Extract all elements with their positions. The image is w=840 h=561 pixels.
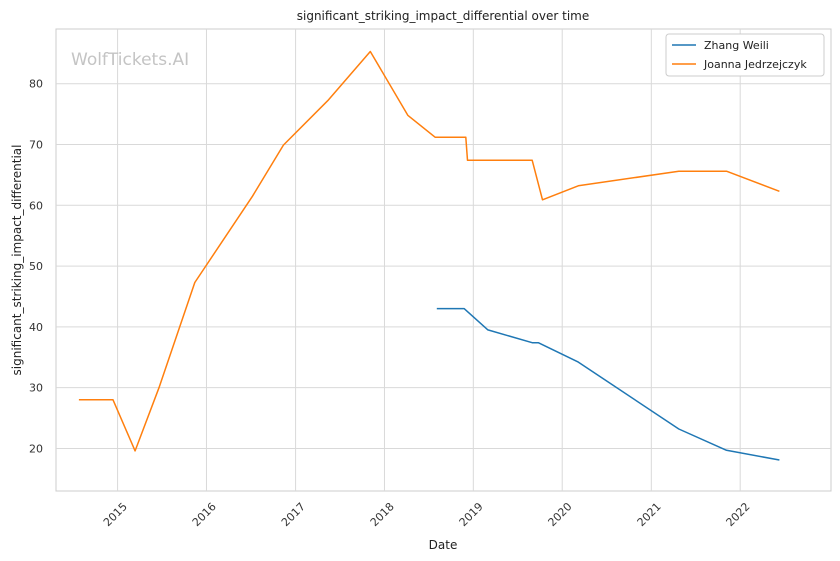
x-tick-label: 2015: [101, 500, 130, 529]
y-axis-label: significant_striking_impact_differential: [10, 145, 24, 376]
y-tick-label: 20: [29, 442, 43, 455]
y-tick-label: 70: [29, 139, 43, 152]
y-tick-label: 50: [29, 260, 43, 273]
x-tick-label: 2018: [368, 500, 397, 529]
x-tick-label: 2016: [190, 500, 219, 529]
legend-label: Joanna Jedrzejczyk: [703, 58, 807, 71]
y-tick-label: 40: [29, 321, 43, 334]
watermark: WolfTickets.AI: [71, 50, 189, 70]
series-line-1: [78, 50, 780, 452]
y-tick-label: 60: [29, 199, 43, 212]
x-tick-label: 2021: [635, 500, 664, 529]
x-tick-label: 2022: [724, 500, 753, 529]
chart-title: significant_striking_impact_differential…: [297, 9, 589, 23]
y-tick-label: 80: [29, 78, 43, 91]
series-line-0: [436, 307, 780, 461]
y-axis-ticks: 20 30 40 50 60 70 80: [29, 78, 43, 456]
grid-lines: [56, 29, 831, 491]
x-axis-label: Date: [429, 538, 458, 552]
x-tick-label: 2019: [457, 500, 486, 529]
legend-label: Zhang Weili: [704, 39, 769, 52]
y-tick-label: 30: [29, 382, 43, 395]
plot-area: [55, 28, 832, 492]
x-tick-label: 2020: [546, 500, 575, 529]
legend-box: [665, 33, 825, 77]
series-lines: [78, 50, 780, 461]
x-tick-label: 2017: [279, 500, 308, 529]
x-axis-ticks: 2015 2016 2017 2018 2019 2020 2021 2022: [101, 500, 753, 529]
legend: Zhang Weili Joanna Jedrzejczyk: [665, 33, 825, 77]
